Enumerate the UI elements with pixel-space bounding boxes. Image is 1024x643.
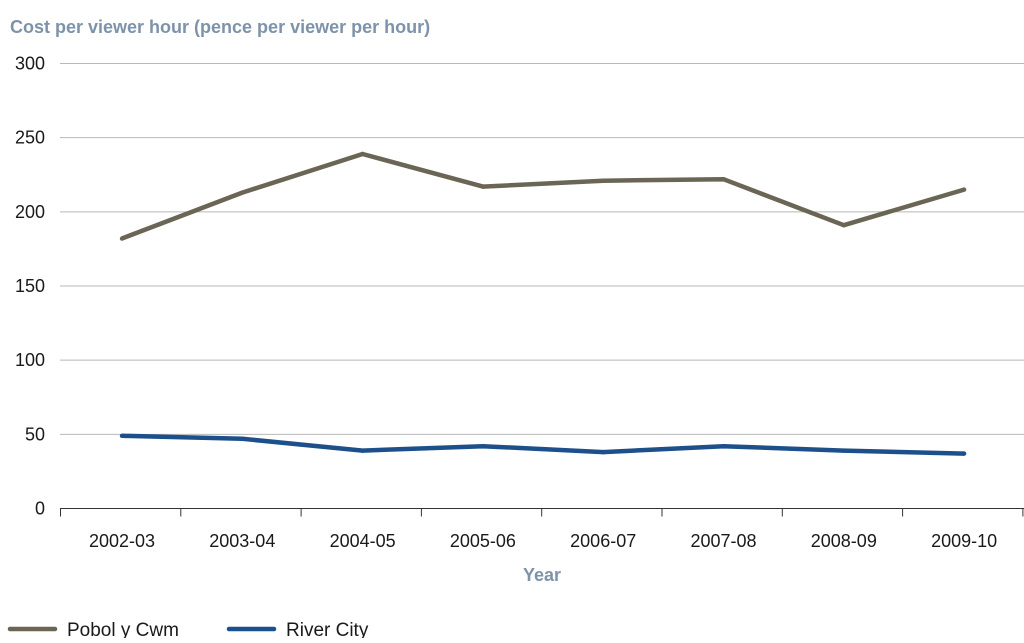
x-tick-label: 2008-09 [811, 531, 877, 551]
data-point-pobol-y-cwm [240, 190, 245, 195]
y-tick-label: 150 [15, 276, 45, 296]
data-point-river-city [360, 448, 365, 453]
data-point-pobol-y-cwm [119, 236, 125, 241]
x-tick-label: 2002-03 [89, 531, 155, 551]
data-point-river-city [240, 436, 245, 441]
y-tick-label: 300 [15, 54, 45, 74]
y-tick-label: 0 [35, 499, 45, 519]
data-point-river-city [480, 444, 486, 449]
data-point-pobol-y-cwm [721, 177, 726, 182]
data-point-pobol-y-cwm [601, 178, 606, 183]
legend-label-pobol-y-cwm: Pobol y Cwm [67, 620, 179, 638]
data-point-river-city [841, 448, 846, 453]
data-point-pobol-y-cwm [360, 151, 365, 157]
y-tick-label: 200 [15, 202, 45, 222]
data-point-pobol-y-cwm [480, 184, 486, 189]
y-tick-label: 250 [15, 128, 45, 148]
x-axis-title: Year [523, 565, 561, 585]
data-point-river-city [601, 449, 606, 455]
data-point-river-city [721, 444, 726, 449]
data-point-river-city [961, 451, 967, 456]
x-tick-label: 2005-06 [450, 531, 516, 551]
x-tick-label: 2009-10 [931, 531, 997, 551]
x-tick-label: 2006-07 [570, 531, 636, 551]
series-line-river-city [121, 433, 965, 456]
gridlines [60, 63, 1024, 435]
y-tick-label: 100 [15, 350, 45, 370]
x-tick-label: 2004-05 [330, 531, 396, 551]
x-axis-ticks: 2002-03 2003-04 2004-05 2005-06 2006-07 2007-… [60, 508, 1024, 551]
legend: Pobol y Cwm River City [7, 620, 369, 641]
y-tick-label: 50 [25, 424, 45, 444]
data-point-pobol-y-cwm [961, 187, 967, 192]
y-axis-ticks: 0 50 100 150 200 250 300 [15, 54, 45, 519]
x-tick-label: 2003-04 [209, 531, 275, 551]
series-line-pobol-y-cwm [121, 151, 965, 241]
data-point-pobol-y-cwm [841, 222, 846, 228]
legend-label-river-city: River City [286, 620, 369, 638]
data-point-river-city [119, 433, 125, 439]
y-axis-title: Cost per viewer hour (pence per viewer p… [10, 17, 430, 37]
x-tick-label: 2007-08 [690, 531, 756, 551]
series-lines [119, 151, 967, 456]
